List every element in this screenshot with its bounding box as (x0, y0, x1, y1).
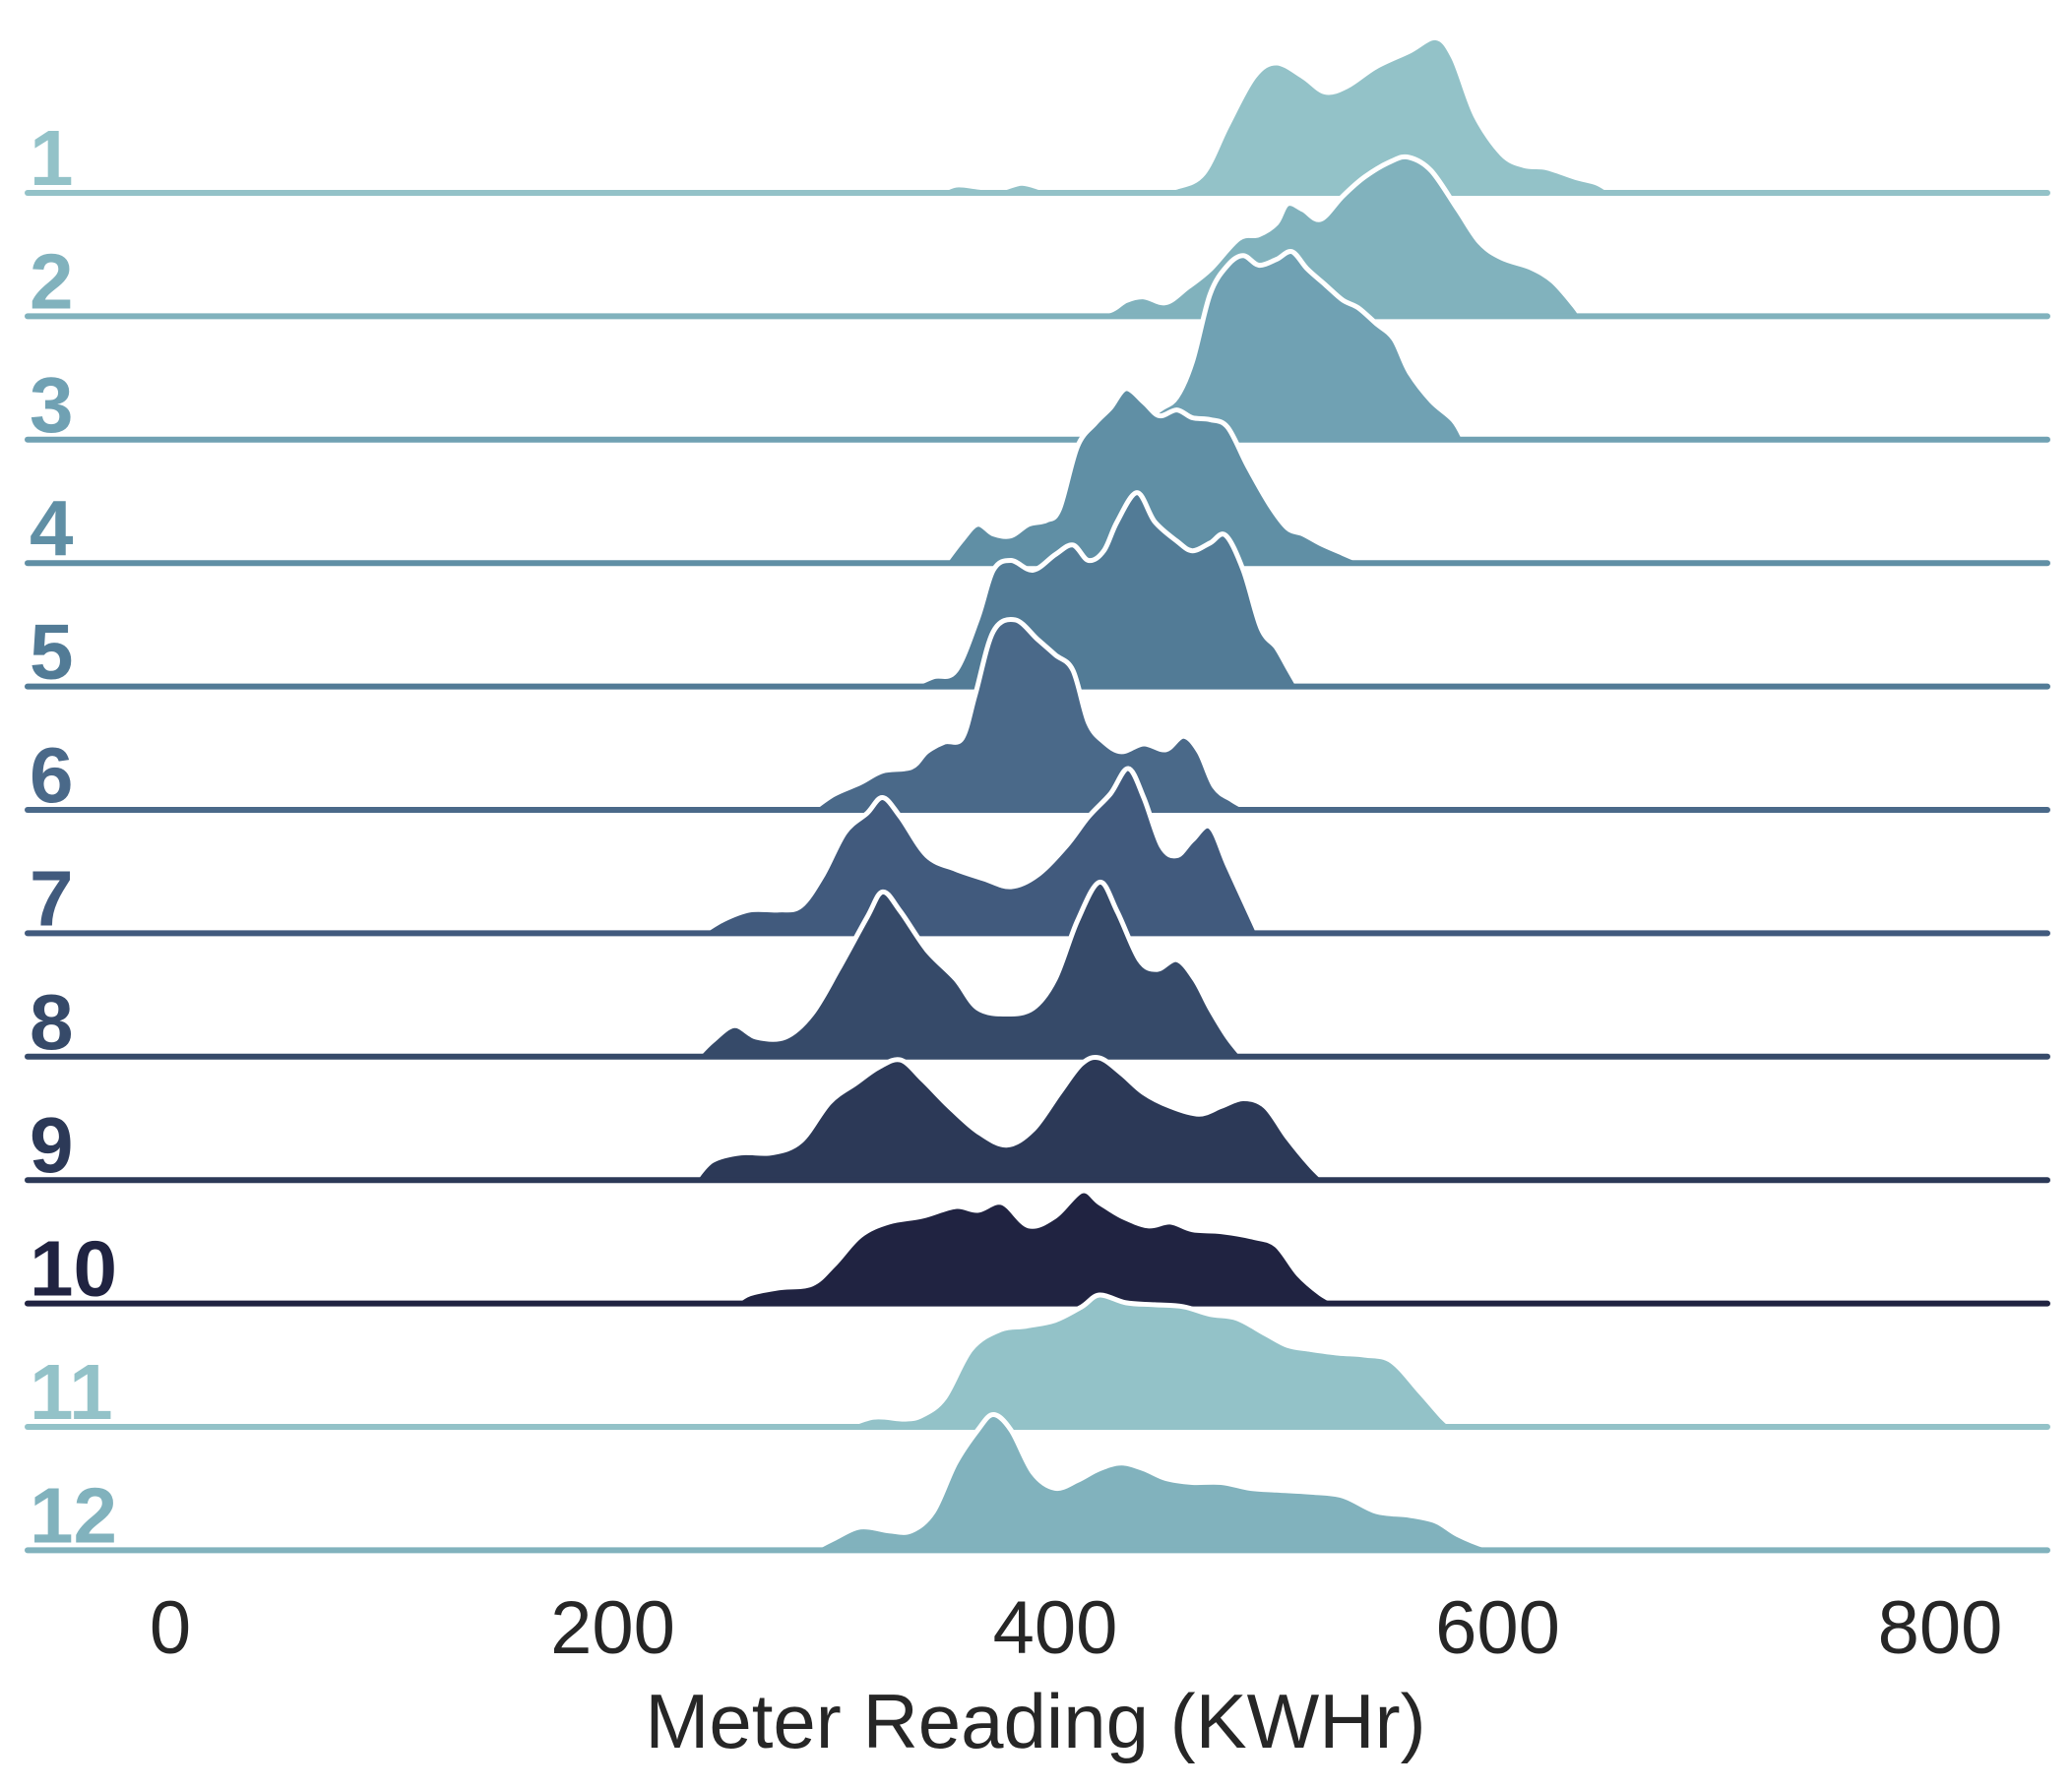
x-tick-label: 0 (150, 1586, 191, 1670)
ridge-outline-11 (844, 1292, 1456, 1430)
ridge-label-11: 11 (30, 1348, 113, 1436)
ridge-label-1: 1 (30, 114, 74, 202)
x-axis: 0 200 400 600 800 (150, 1586, 2003, 1670)
ridge-7: 7 (25, 766, 2050, 942)
ridge-1: 1 (25, 34, 2050, 202)
ridge-area-1 (937, 37, 1613, 194)
ridge-label-9: 9 (30, 1101, 74, 1189)
ridge-label-7: 7 (30, 854, 74, 942)
ridge-11: 11 (25, 1292, 2050, 1436)
ridge-8: 8 (25, 880, 2050, 1066)
ridge-area-11 (845, 1294, 1454, 1427)
ridge-2: 2 (25, 154, 2050, 325)
ridge-outline-9 (692, 1054, 1327, 1182)
ridge-area-12 (811, 1414, 1509, 1551)
ridge-6: 6 (25, 616, 2050, 819)
ridge-outline-1 (936, 34, 1614, 197)
ridge-outline-2 (1081, 154, 1585, 319)
x-tick-label: 200 (550, 1586, 675, 1670)
ridge-label-5: 5 (30, 608, 74, 696)
ridge-outline-10 (732, 1188, 1340, 1306)
ridge-label-3: 3 (30, 361, 74, 449)
ridge-outline-5 (910, 490, 1301, 689)
ridge-label-10: 10 (30, 1225, 117, 1313)
ridge-12: 12 (25, 1412, 2050, 1559)
ridge-label-2: 2 (30, 237, 74, 325)
ridge-10: 10 (25, 1188, 2050, 1313)
ridge-outline-8 (695, 880, 1245, 1059)
ridge-area-10 (734, 1190, 1339, 1304)
ridge-area-2 (1082, 156, 1582, 317)
ridge-outline-4 (942, 386, 1366, 566)
ridge-outline-7 (700, 766, 1262, 936)
ridge-outline-12 (810, 1412, 1510, 1553)
x-tick-label: 800 (1878, 1586, 2003, 1670)
ridge-label-8: 8 (30, 978, 74, 1066)
ridge-outline-6 (810, 616, 1251, 813)
x-tick-label: 400 (993, 1586, 1118, 1670)
ridge-9: 9 (25, 1054, 2050, 1189)
ridge-4: 4 (25, 386, 2050, 572)
ridge-3: 3 (25, 249, 2050, 449)
ridge-label-6: 6 (30, 731, 74, 819)
x-axis-title: Meter Reading (KWHr) (645, 1678, 1425, 1764)
x-tick-label: 600 (1435, 1586, 1560, 1670)
ridge-area-7 (701, 768, 1259, 934)
ridge-outline-3 (1083, 249, 1468, 443)
ridge-area-6 (811, 619, 1250, 810)
ridge-area-3 (1084, 251, 1465, 440)
ridge-area-9 (694, 1057, 1326, 1181)
ridge-area-8 (696, 882, 1243, 1057)
ridge-label-12: 12 (30, 1471, 117, 1559)
ridge-label-4: 4 (30, 484, 74, 572)
